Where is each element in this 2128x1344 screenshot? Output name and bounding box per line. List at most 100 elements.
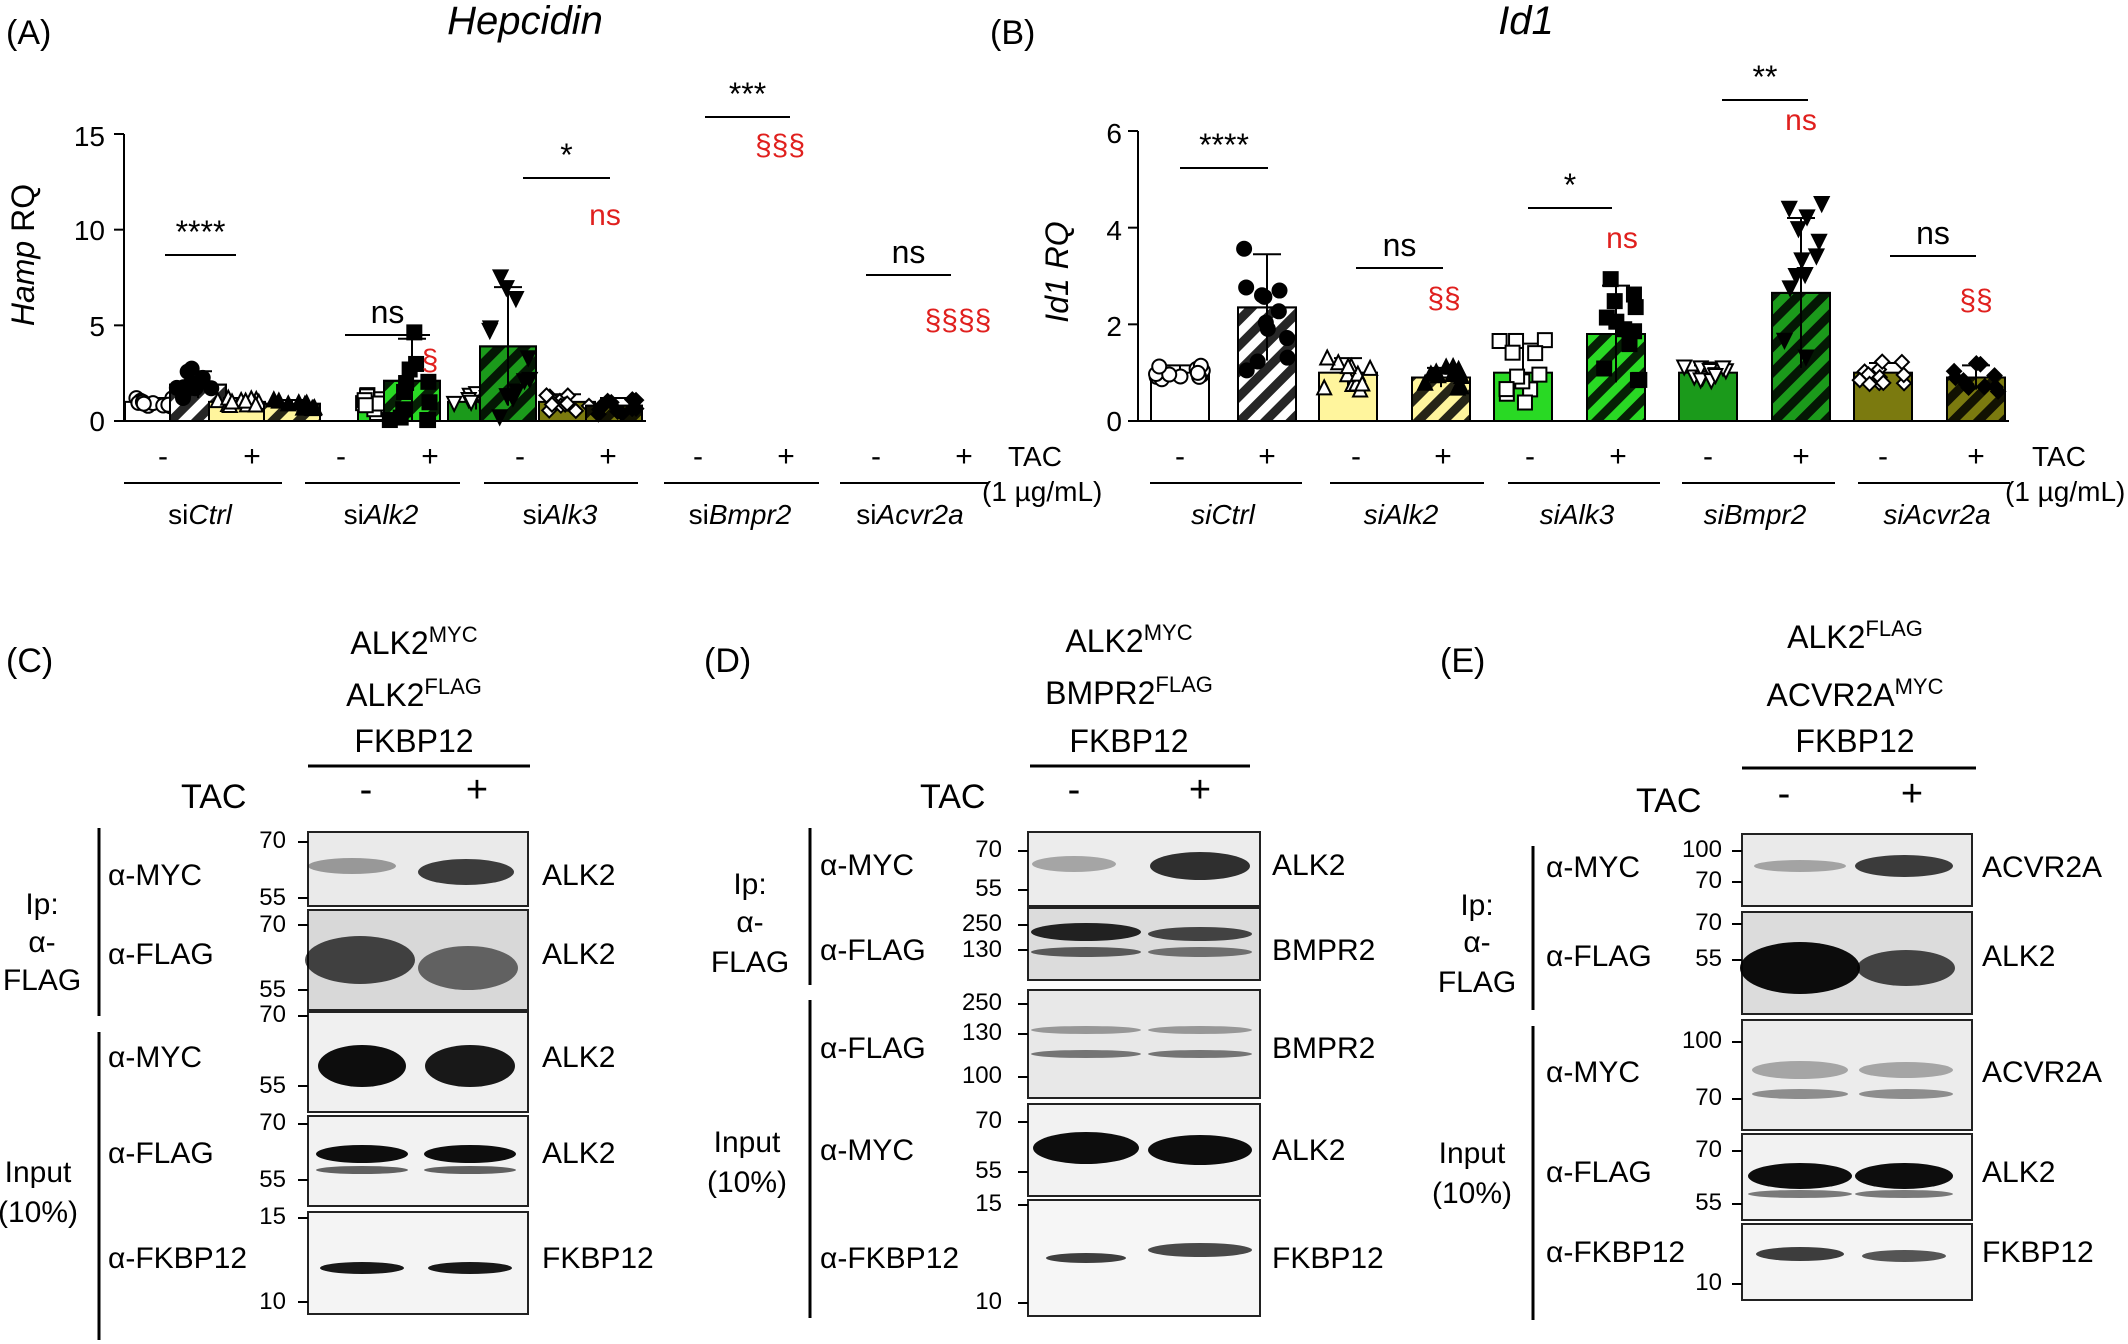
panel-b-group-acvr2a: siAcvr2a: [1883, 499, 1990, 530]
data-point: [1437, 357, 1455, 375]
data-point: [462, 394, 480, 412]
data-point: [1967, 355, 1985, 372]
blot-band: [418, 946, 518, 990]
significance-label-red: ns: [1606, 222, 1638, 255]
tac-plus: +: [1434, 440, 1452, 473]
significance-label: ns: [371, 294, 405, 330]
tac-minus: -: [515, 440, 525, 473]
panel-d-mw-3a: 250: [962, 989, 1002, 1016]
data-point: [1813, 195, 1831, 214]
tac-minus: -: [871, 440, 881, 473]
panel-a-letter: (A): [6, 14, 51, 52]
panel-c-prot-5: FKBP12: [542, 1242, 654, 1275]
panel-d-ip-label-2: α-: [736, 906, 763, 939]
panel-c-ab-4: α-FLAG: [108, 1137, 214, 1170]
panel-e-ab-3: α-MYC: [1546, 1056, 1640, 1089]
panel-e-mw-5a: 10: [1695, 1269, 1722, 1296]
panel-d-mw-1b: 55: [975, 875, 1002, 902]
data-point: [1945, 362, 1963, 380]
blot-band: [1862, 1250, 1946, 1262]
data-point: [1361, 358, 1379, 376]
blot-band: [1148, 947, 1252, 957]
blot-band: [1148, 1050, 1252, 1058]
tac-minus: -: [158, 440, 168, 473]
blot-band: [1032, 856, 1116, 872]
panel-a-tick-10: 10: [74, 215, 105, 246]
data-point: [1527, 345, 1544, 362]
data-point: [1279, 330, 1296, 347]
panel-c-plus: +: [466, 769, 488, 811]
panel-d-construct-1: ALK2MYC: [1065, 620, 1192, 659]
panel-e-prot-1: ACVR2A: [1982, 851, 2102, 884]
blot-band: [1740, 942, 1860, 994]
data-point: [1781, 280, 1799, 298]
data-point: [1861, 375, 1878, 393]
panel-c-minus: -: [360, 769, 373, 811]
panel-e-ip-label-3: FLAG: [1438, 966, 1516, 999]
panel-b-letter: (B): [990, 14, 1035, 52]
panel-c-construct-2: ALK2FLAG: [346, 674, 482, 713]
data-point: [567, 402, 585, 420]
panel-e-prot-5: FKBP12: [1982, 1236, 2094, 1269]
panel-d-ip-label-3: FLAG: [711, 946, 789, 979]
data-point: [1798, 209, 1816, 227]
panel-c-mw-3b: 55: [259, 1072, 286, 1099]
blot-band: [1031, 1026, 1141, 1034]
data-point: [175, 385, 192, 402]
blot-band: [1756, 1247, 1844, 1261]
data-point: [1238, 279, 1255, 296]
panel-c-prot-4: ALK2: [542, 1137, 615, 1170]
panel-c-mw-4b: 55: [259, 1166, 286, 1193]
data-point: [1596, 360, 1613, 377]
panel-e-mw-3a: 100: [1682, 1027, 1722, 1054]
tac-plus: +: [1792, 440, 1810, 473]
tac-plus: +: [1609, 440, 1627, 473]
panel-a-tick-15: 15: [74, 121, 105, 152]
panel-a-group-ctrl: siCtrl: [168, 499, 233, 530]
panel-e-mw-4b: 55: [1695, 1189, 1722, 1216]
data-point: [1338, 364, 1356, 383]
panel-c-input-label-1: Input: [5, 1156, 72, 1189]
data-point: [445, 395, 463, 414]
panel-e-ab-5: α-FKBP12: [1546, 1236, 1685, 1269]
data-point: [1238, 362, 1255, 379]
blot-band: [308, 858, 396, 874]
data-point: [392, 409, 409, 426]
significance-label: **: [1753, 59, 1778, 95]
data-point: [1706, 368, 1724, 386]
blot-band: [1754, 860, 1846, 872]
blot-band: [1859, 1089, 1953, 1099]
data-point: [1271, 282, 1288, 299]
panel-d-letter: (D): [704, 642, 751, 680]
data-point: [1989, 383, 2007, 400]
panel-e-prot-3: ACVR2A: [1982, 1056, 2102, 1089]
panel-c-ab-1: α-MYC: [108, 859, 202, 892]
data-point: [401, 361, 418, 378]
data-point: [1249, 353, 1266, 370]
data-point: [1692, 372, 1710, 390]
data-point: [1598, 309, 1615, 326]
panel-d-mw-4b: 55: [975, 1157, 1002, 1184]
panel-d-mw-5a: 15: [975, 1190, 1002, 1217]
panel-e-prot-4: ALK2: [1982, 1156, 2055, 1189]
data-point: [420, 373, 437, 390]
panel-b-group-ctrl: siCtrl: [1191, 499, 1256, 530]
panel-d-ab-3: α-FLAG: [820, 1032, 926, 1065]
panel-c-ab-3: α-MYC: [108, 1041, 202, 1074]
data-point: [1236, 240, 1253, 257]
panel-c-mw-1b: 55: [259, 884, 286, 911]
data-point: [179, 363, 196, 380]
panel-a-tac-label: TAC: [1008, 441, 1062, 472]
tac-minus: -: [1878, 440, 1888, 473]
data-point: [599, 392, 617, 410]
blot-panel: [1027, 907, 1261, 981]
data-point: [1279, 349, 1296, 366]
panel-a-tac-conc: (1 µg/mL): [982, 476, 1102, 507]
tac-minus: -: [1351, 440, 1361, 473]
tac-plus: +: [955, 440, 973, 473]
data-point: [491, 269, 510, 287]
blot-band: [1148, 1026, 1252, 1034]
data-point: [1789, 221, 1808, 239]
significance-label-red: §§: [1959, 284, 1992, 317]
significance-label: ns: [1383, 227, 1417, 263]
